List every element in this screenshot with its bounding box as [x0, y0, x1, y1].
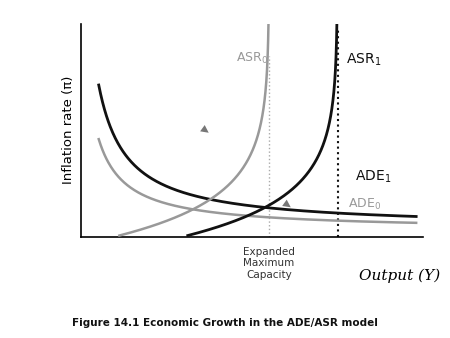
- Text: Output (Y): Output (Y): [359, 268, 440, 283]
- Text: ASR$_0$: ASR$_0$: [236, 51, 268, 67]
- Text: Figure 14.1 Economic Growth in the ADE/ASR model: Figure 14.1 Economic Growth in the ADE/A…: [72, 318, 378, 328]
- Text: ADE$_0$: ADE$_0$: [348, 197, 381, 212]
- Y-axis label: Inflation rate (π): Inflation rate (π): [63, 76, 76, 184]
- Text: Expanded
Maximum
Capacity: Expanded Maximum Capacity: [243, 247, 295, 280]
- Text: ASR$_1$: ASR$_1$: [346, 51, 382, 68]
- Text: ADE$_1$: ADE$_1$: [355, 169, 391, 185]
